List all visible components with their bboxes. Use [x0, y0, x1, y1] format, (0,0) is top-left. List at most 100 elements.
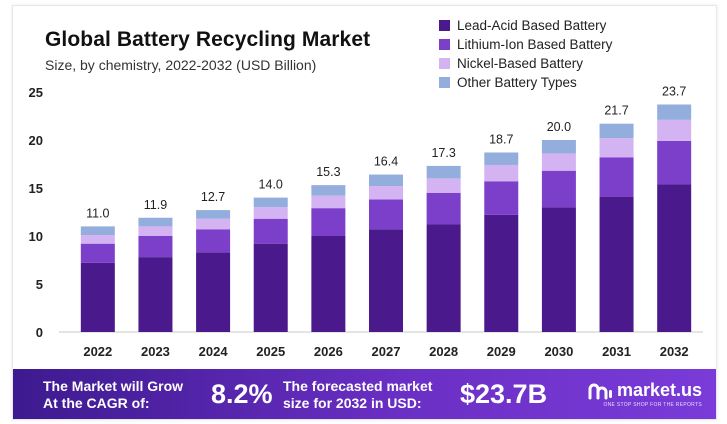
bar-segment	[80, 262, 115, 332]
bar-segment	[196, 229, 231, 253]
summary-banner: The Market will Grow At the CAGR of: 8.2…	[13, 369, 716, 419]
bar-segment	[311, 208, 346, 236]
bar-segment	[369, 229, 403, 332]
legend-swatch	[439, 58, 450, 69]
forecast-label-line2: size for 2032 in USD:	[283, 395, 422, 411]
bar-segment	[311, 195, 346, 209]
bar-segment	[138, 217, 173, 227]
legend-label: Lead-Acid Based Battery	[457, 18, 607, 33]
legend-item: Other Battery Types	[439, 73, 612, 92]
bar-total-label: 20.0	[547, 120, 571, 134]
forecast-label-line1: The forecasted market	[283, 378, 433, 394]
bar-segment	[599, 157, 634, 197]
bar-total-label: 12.7	[201, 190, 225, 204]
x-tick-label: 2029	[487, 344, 516, 359]
legend-item: Nickel-Based Battery	[439, 54, 612, 73]
chart-card: Global Battery Recycling Market Size, by…	[12, 5, 717, 420]
bar-total-label: 17.3	[431, 146, 455, 160]
legend-label: Nickel-Based Battery	[457, 56, 584, 71]
bar-segment	[657, 184, 692, 332]
x-tick-label: 2025	[256, 344, 285, 359]
bar-segment	[484, 164, 519, 182]
forecast-value: $23.7B	[460, 379, 548, 409]
bar-total-label: 16.4	[374, 155, 398, 169]
x-tick-label: 2022	[83, 344, 112, 359]
bar-segment	[657, 104, 692, 120]
bar-segment	[484, 214, 519, 332]
bar-segment	[253, 207, 288, 219]
bar-total-label: 11.0	[86, 206, 109, 220]
y-tick-label: 25	[29, 85, 43, 100]
bar-segment	[484, 152, 519, 165]
bar-segment	[196, 210, 231, 219]
y-tick-label: 5	[36, 277, 43, 292]
brand-tagline: ONE STOP SHOP FOR THE REPORTS	[603, 402, 702, 408]
bar-segment	[426, 178, 461, 193]
bar-segment	[426, 192, 461, 225]
y-tick-label: 15	[29, 181, 43, 196]
bar-segment	[541, 153, 576, 171]
x-tick-label: 2032	[660, 344, 689, 359]
chart-subtitle: Size, by chemistry, 2022-2032 (USD Billi…	[45, 57, 317, 73]
bar-segment	[80, 243, 115, 263]
cagr-value: 8.2%	[211, 379, 273, 409]
bar-total-label: 14.0	[259, 178, 283, 192]
legend-label: Lithium-Ion Based Battery	[457, 37, 613, 52]
bar-segment	[138, 257, 173, 332]
bar-segment	[369, 174, 403, 187]
bar-segment	[599, 123, 634, 139]
bar-segment	[138, 226, 173, 236]
bar-segment	[253, 218, 288, 244]
market-us-logo-icon	[588, 383, 612, 399]
brand-name: market.us	[616, 380, 702, 400]
chart-title: Global Battery Recycling Market	[45, 28, 371, 51]
legend-swatch	[439, 39, 450, 50]
brand-logo: market.us ONE STOP SHOP FOR THE REPORTS	[587, 380, 702, 408]
bar-segment	[369, 199, 403, 230]
y-tick-label: 10	[29, 229, 43, 244]
bar-segment	[196, 218, 231, 230]
forecast-label: The forecasted market size for 2032 in U…	[283, 378, 432, 412]
legend-item: Lithium-Ion Based Battery	[439, 35, 612, 54]
bar-segment	[426, 224, 461, 332]
legend-swatch	[439, 77, 450, 88]
legend-swatch	[439, 20, 450, 31]
bar-segment	[599, 196, 634, 332]
bar-segment	[253, 197, 288, 208]
bar-total-label: 21.7	[604, 104, 628, 118]
bar-segment	[369, 186, 403, 200]
legend: Lead-Acid Based Battery Lithium-Ion Base…	[439, 16, 612, 92]
bar-segment	[80, 226, 115, 236]
x-tick-label: 2024	[199, 344, 229, 359]
bar-segment	[138, 236, 173, 258]
bar-segment	[196, 252, 231, 332]
x-tick-label: 2030	[544, 344, 573, 359]
y-tick-label: 0	[36, 325, 43, 340]
x-tick-label: 2027	[372, 344, 401, 359]
bar-segment	[311, 185, 346, 196]
bar-segment	[311, 236, 346, 332]
legend-label: Other Battery Types	[457, 75, 577, 90]
bar-segment	[657, 119, 692, 141]
bar-segment	[541, 207, 576, 332]
bar-total-label: 18.7	[489, 132, 513, 146]
bar-total-label: 15.3	[316, 165, 340, 179]
bar-segment	[599, 138, 634, 158]
bar-total-label: 23.7	[662, 84, 686, 98]
x-tick-label: 2031	[602, 344, 631, 359]
bar-chart: 051015202511.0202211.9202312.7202414.020…	[29, 84, 703, 359]
x-tick-label: 2023	[141, 344, 170, 359]
bar-segment	[253, 243, 288, 332]
x-tick-label: 2026	[314, 344, 343, 359]
legend-item: Lead-Acid Based Battery	[439, 16, 612, 35]
cagr-label: The Market will Grow At the CAGR of:	[43, 378, 183, 412]
bar-segment	[657, 140, 692, 185]
bar-segment	[484, 181, 519, 215]
cagr-label-line1: The Market will Grow	[43, 378, 184, 394]
bar-total-label: 11.9	[144, 198, 167, 212]
x-tick-label: 2028	[429, 344, 458, 359]
bar-segment	[426, 165, 461, 179]
bar-segment	[80, 235, 115, 244]
bar-segment	[541, 140, 576, 154]
y-tick-label: 20	[29, 133, 43, 148]
